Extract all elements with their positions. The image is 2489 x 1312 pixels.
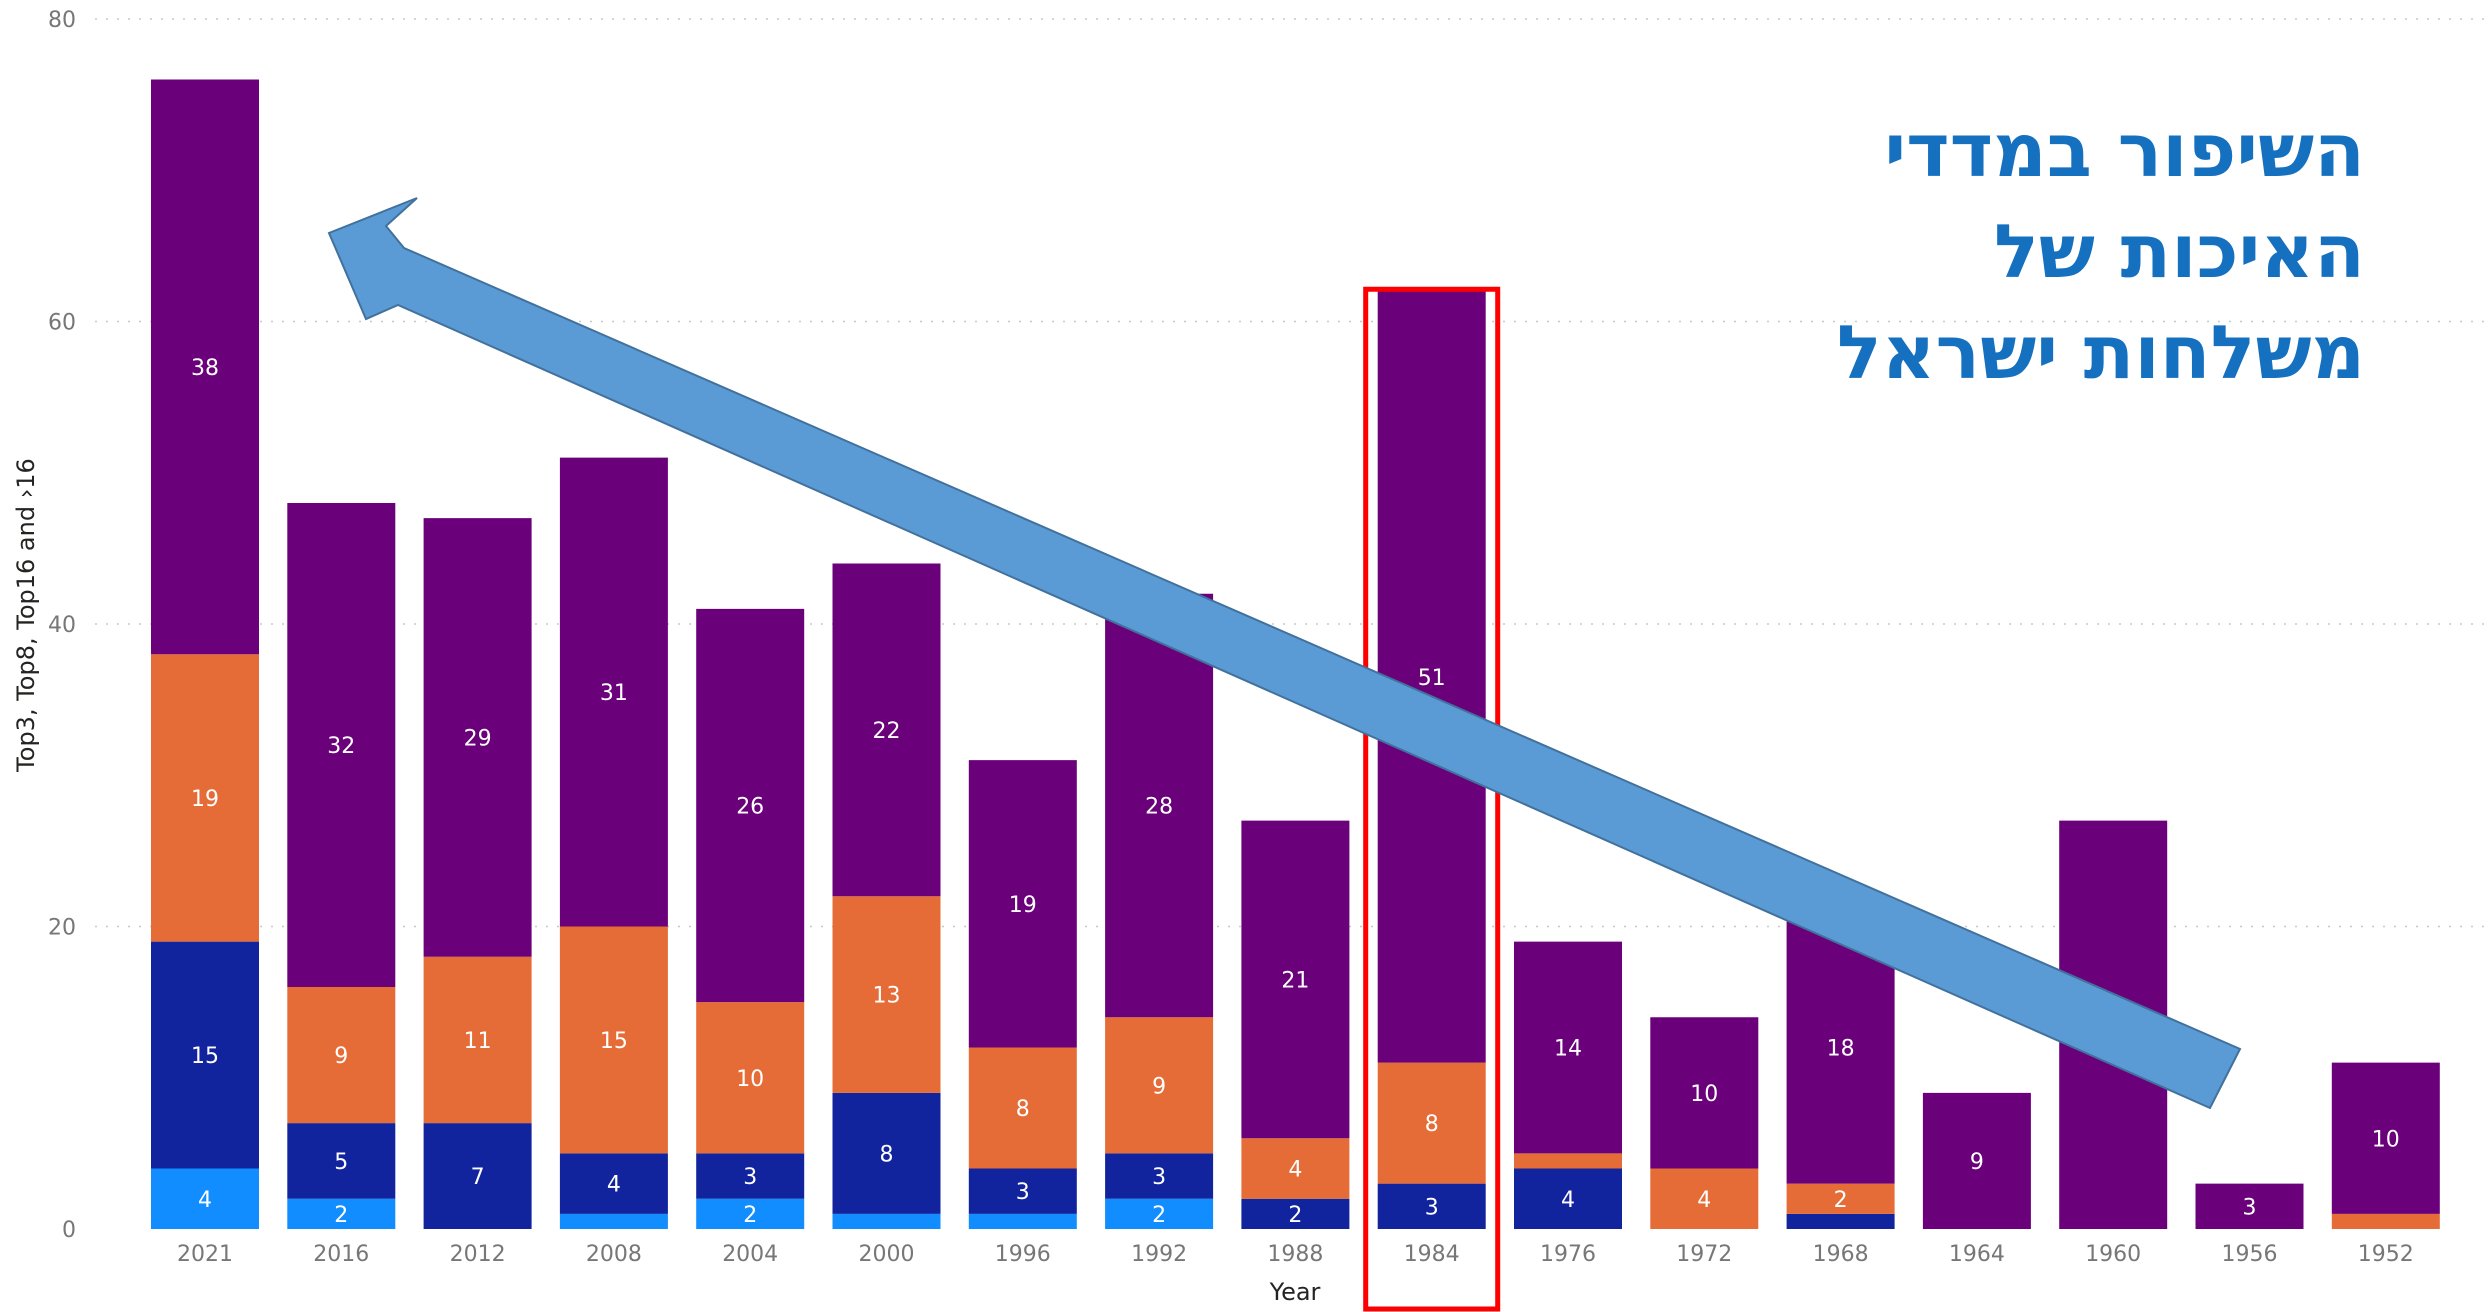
data-label-1968-s3: 18 [1827, 1037, 1855, 1062]
data-label-2016-s0: 2 [334, 1203, 348, 1228]
y-axis-ticks: 0 20 40 60 80 [48, 8, 76, 1243]
x-tick-1952: 1952 [2358, 1242, 2414, 1267]
y-tick-label: 40 [48, 613, 76, 638]
x-tick-1964: 1964 [1949, 1242, 2005, 1267]
data-label-1972-s3: 10 [1690, 1082, 1718, 1107]
x-tick-2008: 2008 [586, 1242, 642, 1267]
bar-segment-1952-s2 [2332, 1214, 2440, 1229]
data-label-2021-s2: 19 [191, 787, 219, 812]
data-label-2004-s0: 2 [743, 1203, 757, 1228]
y-tick-label: 60 [48, 311, 76, 336]
y-tick-label: 20 [48, 916, 76, 941]
data-label-2016-s1: 5 [334, 1150, 348, 1175]
data-label-1988-s3: 21 [1281, 968, 1309, 993]
x-tick-1992: 1992 [1131, 1242, 1187, 1267]
data-label-2012-s1: 7 [471, 1165, 485, 1190]
data-label-1972-s2: 4 [1697, 1188, 1711, 1213]
data-label-2021-s1: 15 [191, 1044, 219, 1069]
data-label-2008-s2: 15 [600, 1029, 628, 1054]
data-label-2004-s1: 3 [743, 1165, 757, 1190]
x-tick-1996: 1996 [995, 1242, 1051, 1267]
data-label-1992-s0: 2 [1152, 1203, 1166, 1228]
data-label-2012-s2: 11 [464, 1029, 492, 1054]
data-label-2021-s0: 4 [198, 1188, 212, 1213]
data-label-1992-s2: 9 [1152, 1074, 1166, 1099]
x-tick-1976: 1976 [1540, 1242, 1596, 1267]
data-label-2004-s2: 10 [736, 1067, 764, 1092]
data-label-2000-s2: 13 [873, 984, 901, 1009]
data-label-2021-s3: 38 [191, 356, 219, 381]
data-label-1996-s3: 19 [1009, 893, 1037, 918]
x-tick-1960: 1960 [2085, 1242, 2141, 1267]
bar-segment-2000-s0 [833, 1214, 941, 1229]
data-label-1952-s3: 10 [2372, 1127, 2400, 1152]
x-tick-2016: 2016 [313, 1242, 369, 1267]
data-label-1984-s1: 3 [1425, 1195, 1439, 1220]
x-tick-1988: 1988 [1267, 1242, 1323, 1267]
annotation-line-3: משלחות ישראל [1837, 310, 2365, 396]
x-tick-2000: 2000 [859, 1242, 915, 1267]
data-label-1956-s3: 3 [2243, 1195, 2257, 1220]
data-label-1968-s2: 2 [1834, 1188, 1848, 1213]
data-label-1984-s2: 8 [1425, 1112, 1439, 1137]
data-label-2012-s3: 29 [464, 726, 492, 751]
x-tick-1968: 1968 [1813, 1242, 1869, 1267]
y-tick-label: 80 [48, 8, 76, 33]
data-label-2008-s3: 31 [600, 681, 628, 706]
data-label-1988-s2: 4 [1288, 1158, 1302, 1183]
x-tick-2012: 2012 [450, 1242, 506, 1267]
data-label-1988-s1: 2 [1288, 1203, 1302, 1228]
bar-segment-1968-s1 [1787, 1214, 1895, 1229]
data-label-2008-s1: 4 [607, 1173, 621, 1198]
annotation-line-1: השיפור במדדי [1884, 108, 2365, 194]
y-axis-title: Top3, Top8, Top16 and ›16 [12, 458, 40, 773]
data-label-1964-s3: 9 [1970, 1150, 1984, 1175]
data-label-1984-s3: 51 [1418, 666, 1446, 691]
data-label-1992-s3: 28 [1145, 795, 1173, 820]
annotation-line-2: האיכות של [1994, 209, 2365, 295]
data-label-2000-s3: 22 [873, 719, 901, 744]
x-tick-2004: 2004 [722, 1242, 778, 1267]
data-label-1976-s1: 4 [1561, 1188, 1575, 1213]
bar-segment-1976-s2 [1514, 1153, 1622, 1168]
data-label-2016-s3: 32 [327, 734, 355, 759]
bar-segment-1996-s0 [969, 1214, 1077, 1229]
x-tick-2021: 2021 [177, 1242, 233, 1267]
x-tick-1972: 1972 [1676, 1242, 1732, 1267]
data-label-1996-s1: 3 [1016, 1180, 1030, 1205]
annotation-text: השיפור במדדי האיכות של משלחות ישראל [1837, 108, 2365, 396]
data-label-1992-s1: 3 [1152, 1165, 1166, 1190]
x-tick-1984: 1984 [1404, 1242, 1460, 1267]
x-tick-1956: 1956 [2222, 1242, 2278, 1267]
data-label-1976-s3: 14 [1554, 1037, 1582, 1062]
data-label-2000-s1: 8 [880, 1142, 894, 1167]
data-label-2004-s3: 26 [736, 795, 764, 820]
x-axis-title: Year [1269, 1278, 1321, 1306]
y-tick-label: 0 [62, 1218, 76, 1243]
bar-segment-2008-s0 [560, 1214, 668, 1229]
data-label-2016-s2: 9 [334, 1044, 348, 1069]
data-label-1996-s2: 8 [1016, 1097, 1030, 1122]
x-axis-ticks: 2021 2016 2012 2008 2004 2000 1996 1992 1988 1984… [177, 1242, 2414, 1267]
